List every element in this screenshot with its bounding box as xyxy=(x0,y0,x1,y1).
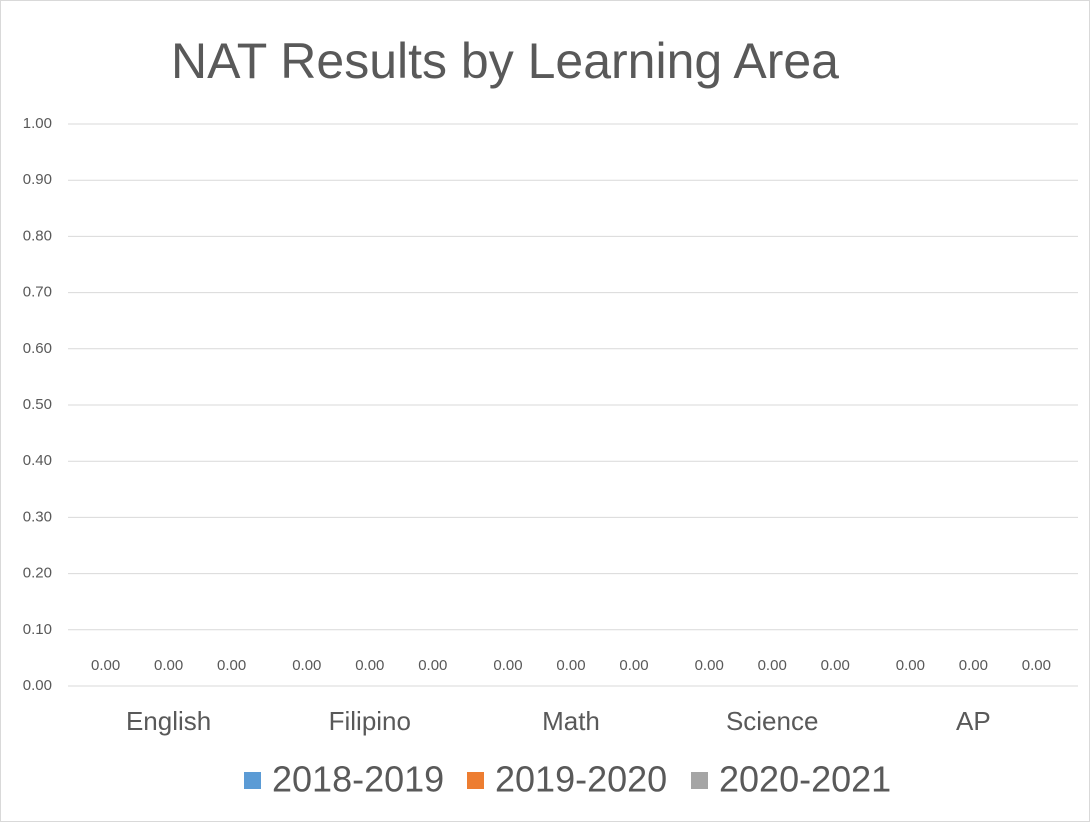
y-tick-label: 1.00 xyxy=(23,115,52,132)
data-label: 0.00 xyxy=(959,657,988,674)
chart-title: NAT Results by Learning Area xyxy=(171,33,839,89)
x-tick-label: English xyxy=(126,706,211,736)
data-label: 0.00 xyxy=(217,657,246,674)
legend-label: 2019-2020 xyxy=(495,759,667,800)
x-tick-label: Filipino xyxy=(329,706,411,736)
data-label: 0.00 xyxy=(1022,657,1051,674)
y-tick-label: 0.00 xyxy=(23,677,52,694)
data-label: 0.00 xyxy=(821,657,850,674)
data-label: 0.00 xyxy=(292,657,321,674)
y-tick-label: 0.90 xyxy=(23,171,52,188)
x-tick-label: AP xyxy=(956,706,991,736)
y-tick-label: 0.70 xyxy=(23,284,52,301)
legend-label: 2018-2019 xyxy=(272,759,444,800)
data-label: 0.00 xyxy=(154,657,183,674)
data-label: 0.00 xyxy=(758,657,787,674)
data-label: 0.00 xyxy=(896,657,925,674)
y-tick-label: 0.50 xyxy=(23,396,52,413)
y-tick-label: 0.10 xyxy=(23,621,52,638)
legend-swatch xyxy=(467,772,484,789)
legend-swatch xyxy=(244,772,261,789)
y-tick-label: 0.30 xyxy=(23,508,52,525)
x-tick-label: Math xyxy=(542,706,600,736)
y-tick-label: 0.80 xyxy=(23,227,52,244)
data-label: 0.00 xyxy=(556,657,585,674)
data-label: 0.00 xyxy=(418,657,447,674)
legend-swatch xyxy=(691,772,708,789)
data-label: 0.00 xyxy=(695,657,724,674)
data-label: 0.00 xyxy=(355,657,384,674)
data-label: 0.00 xyxy=(91,657,120,674)
y-tick-label: 0.60 xyxy=(23,340,52,357)
data-label: 0.00 xyxy=(493,657,522,674)
legend-label: 2020-2021 xyxy=(719,759,891,800)
y-tick-label: 0.40 xyxy=(23,452,52,469)
y-tick-label: 0.20 xyxy=(23,565,52,582)
data-label: 0.00 xyxy=(619,657,648,674)
x-tick-label: Science xyxy=(726,706,819,736)
